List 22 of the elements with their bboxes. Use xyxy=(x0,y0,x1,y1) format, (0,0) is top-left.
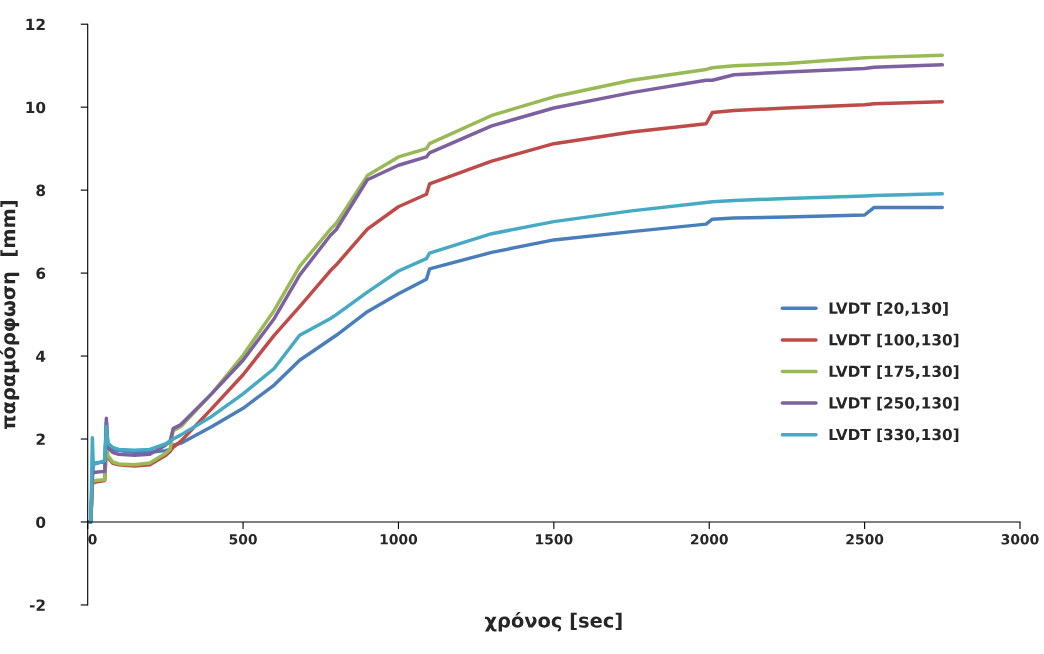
legend-label: LVDT [250,130] xyxy=(829,396,959,411)
y-tick-label: 2 xyxy=(36,433,45,445)
x-tick-label: 1000 xyxy=(380,534,418,545)
legend-label: LVDT [20,130] xyxy=(829,302,948,316)
x-axis-title: χρόνος [sec] xyxy=(484,611,622,632)
x-tick-label: 2500 xyxy=(846,534,884,545)
y-tick-label: 10 xyxy=(26,101,46,114)
x-tick-label: 0 xyxy=(88,534,97,545)
x-tick-label: 3000 xyxy=(1001,534,1039,545)
y-axis-title: παραμόρφωση [mm] xyxy=(0,200,20,430)
legend-label: LVDT [330,130] xyxy=(829,428,959,443)
y-tick-label: 4 xyxy=(36,350,46,362)
legend-label: LVDT [100,130] xyxy=(829,333,959,348)
legend-label: LVDT [175,130] xyxy=(829,365,959,380)
y-tick-label: 0 xyxy=(36,516,46,529)
y-tick-label: 8 xyxy=(36,184,46,197)
y-tick-label: 6 xyxy=(36,267,46,280)
x-tick-label: 500 xyxy=(229,534,257,545)
y-tick-label: -2 xyxy=(29,599,45,611)
x-tick-label: 2000 xyxy=(690,534,728,545)
x-tick-label: 1500 xyxy=(536,534,573,545)
y-tick-label: 12 xyxy=(26,18,45,30)
